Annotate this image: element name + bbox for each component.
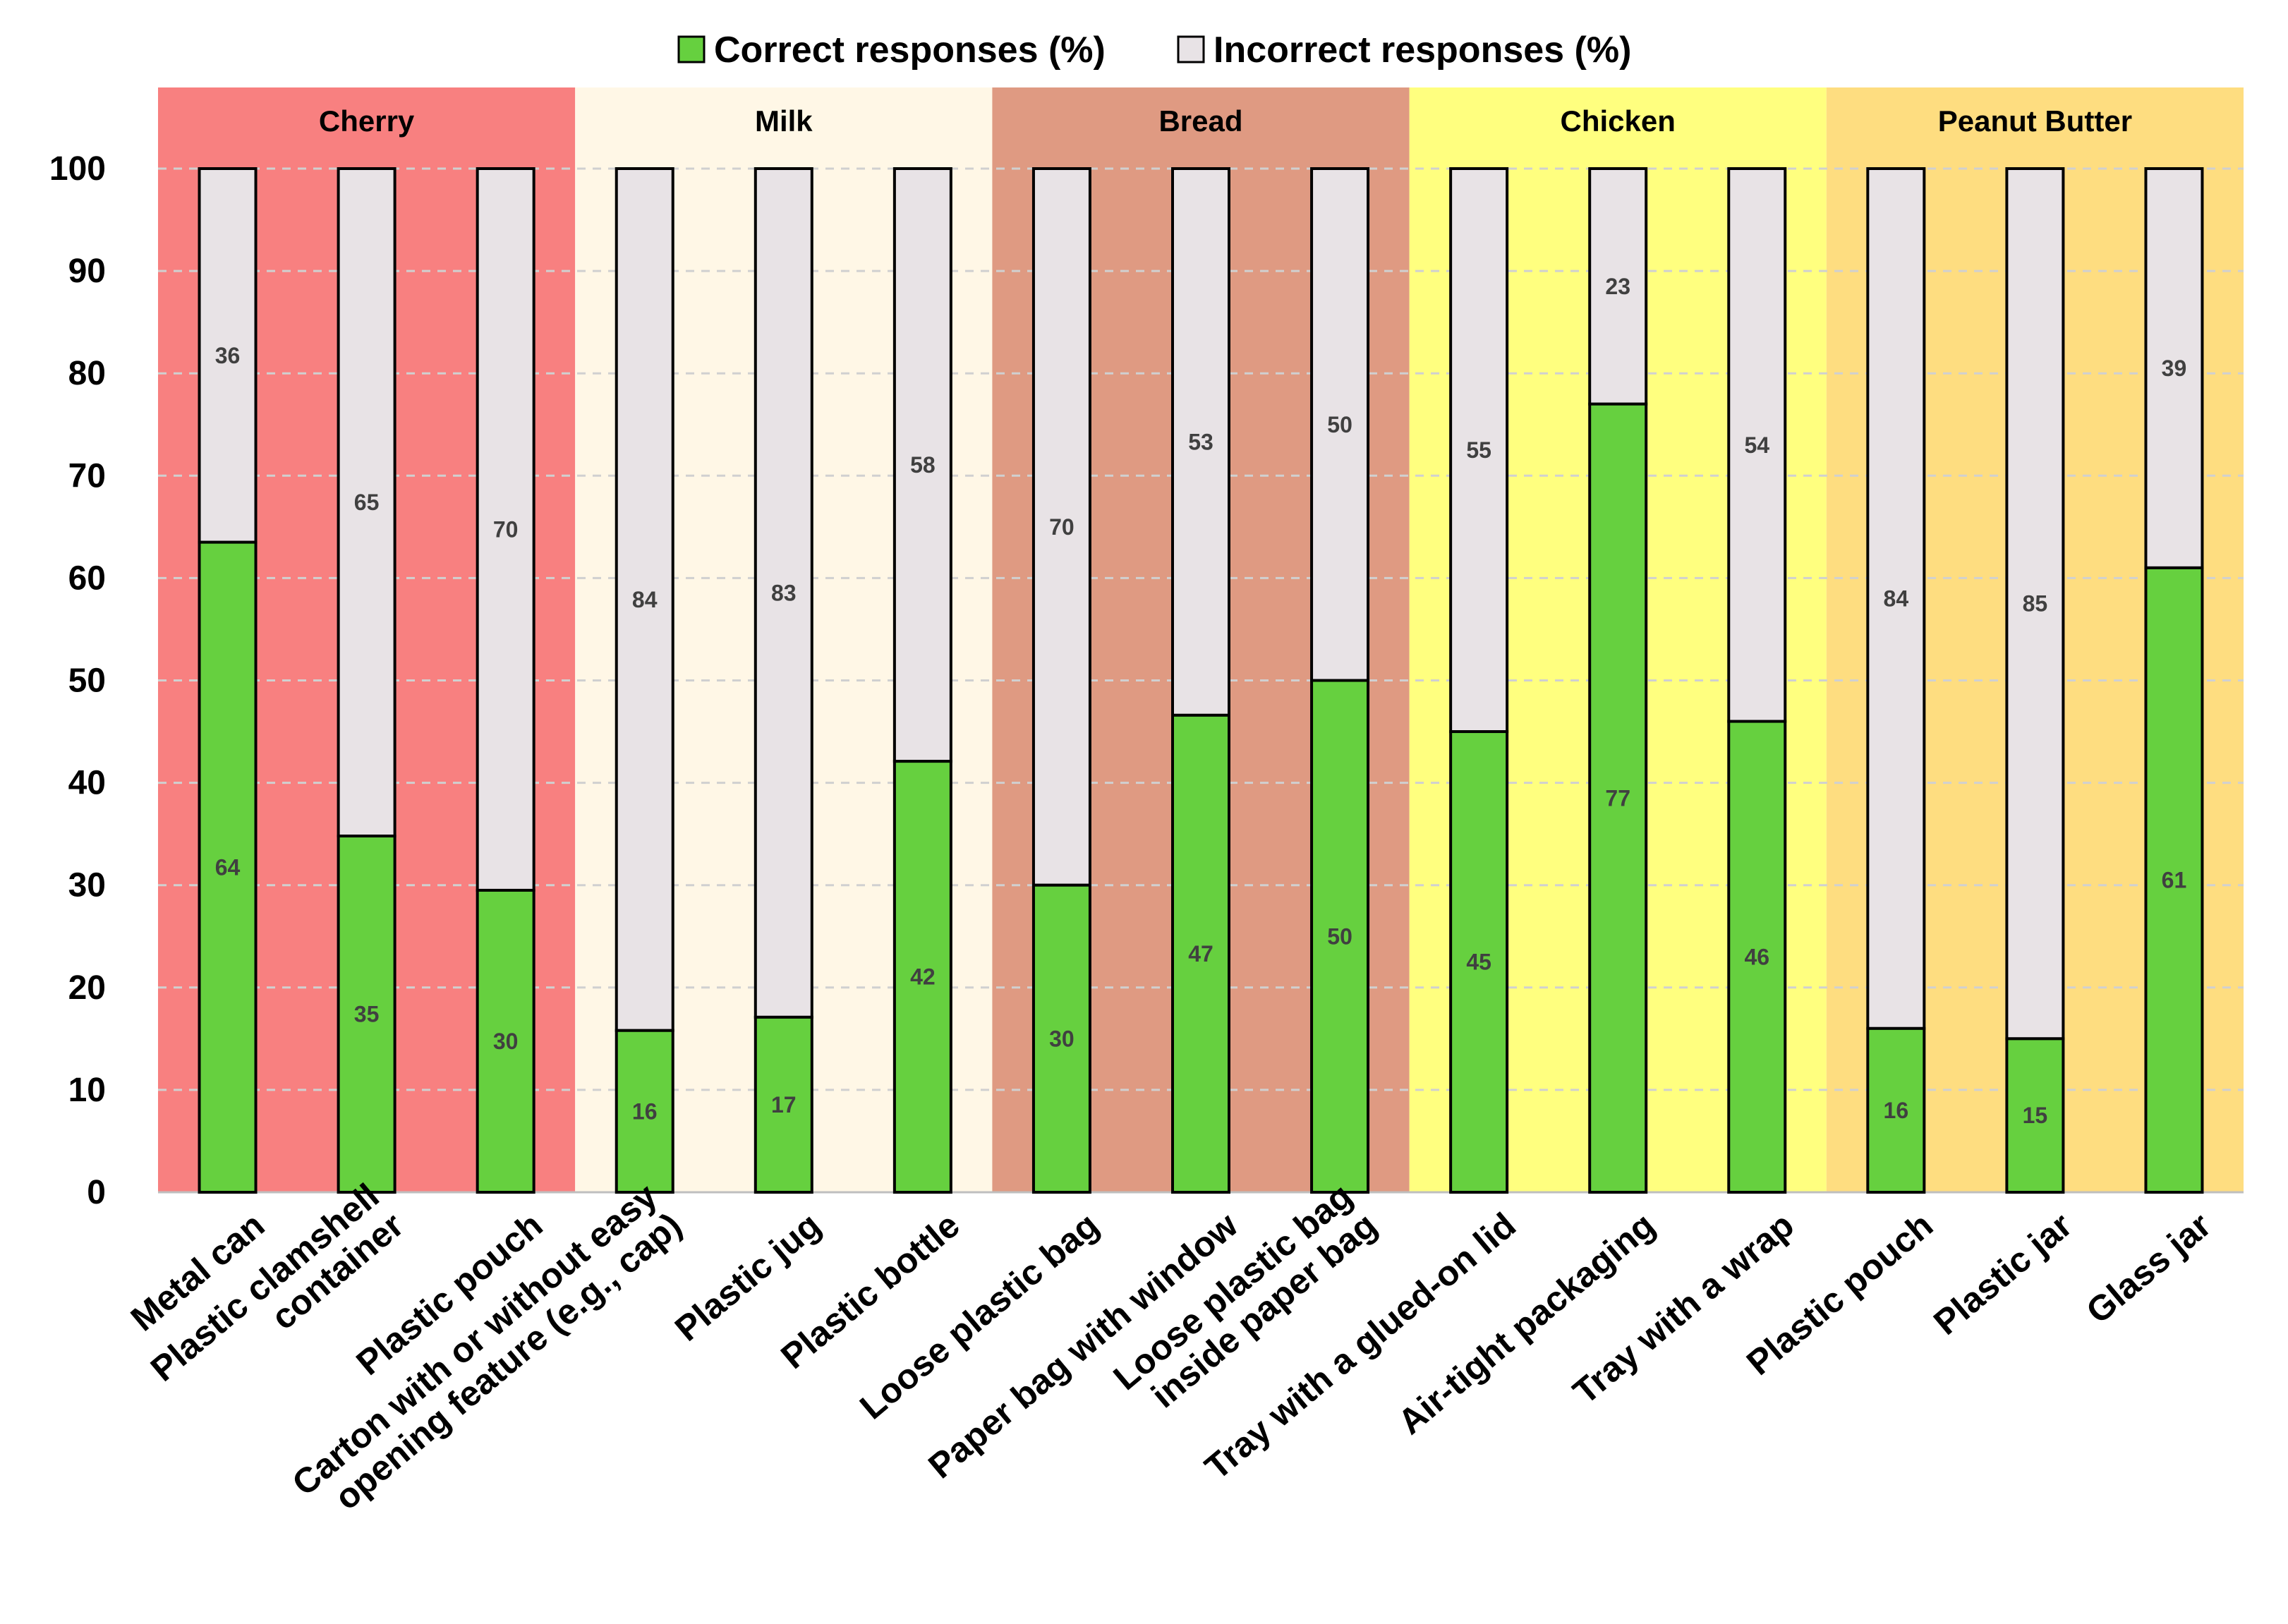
value-label-correct: 30 <box>493 1029 519 1054</box>
value-label-incorrect: 23 <box>1605 274 1630 299</box>
group-label-3: Chicken <box>1561 104 1676 138</box>
y-tick-label: 30 <box>68 867 106 904</box>
value-label-incorrect: 70 <box>493 516 519 542</box>
y-tick-label: 50 <box>68 662 106 700</box>
y-tick-label: 100 <box>49 150 106 188</box>
value-label-correct: 17 <box>771 1092 797 1117</box>
legend-label-incorrect: Incorrect responses (%) <box>1213 30 1631 71</box>
value-label-incorrect: 65 <box>354 490 380 515</box>
bar-correct <box>2144 566 2204 1194</box>
value-label-correct: 35 <box>354 1002 380 1027</box>
value-label-incorrect: 53 <box>1188 429 1213 454</box>
group-label-4: Peanut Butter <box>1938 104 2132 138</box>
y-tick-label: 40 <box>68 765 106 802</box>
x-label-13: Plastic jar <box>1926 1205 2079 1343</box>
bar-correct <box>1449 730 1509 1194</box>
bar-incorrect <box>615 167 674 1032</box>
legend: Correct responses (%) Incorrect response… <box>677 30 1631 71</box>
group-label-1: Milk <box>755 104 813 138</box>
bar-incorrect <box>198 167 258 544</box>
group-label-0: Cherry <box>319 104 415 138</box>
value-label-correct: 61 <box>2162 867 2187 892</box>
bar-correct <box>1031 883 1091 1194</box>
value-label-correct: 15 <box>2023 1103 2048 1128</box>
bar-correct <box>753 1015 813 1194</box>
x-label-14: Glass jar <box>2078 1205 2218 1331</box>
bar-correct <box>1171 713 1230 1194</box>
value-label-correct: 30 <box>1049 1026 1075 1051</box>
value-label-correct: 42 <box>910 964 936 990</box>
bar-incorrect <box>1449 167 1509 734</box>
bar-incorrect <box>1310 167 1370 682</box>
bar-incorrect <box>1727 167 1787 723</box>
bar-correct <box>1588 402 1648 1194</box>
value-label-incorrect: 58 <box>910 452 936 478</box>
bar-incorrect <box>2144 167 2204 569</box>
y-tick-label: 60 <box>68 559 106 597</box>
bars: 64 36 35 65 30 70 16 84 17 83 42 58 30 70 47 53 50 50 45 55… <box>198 167 2204 1194</box>
x-label-10: Air-tight packaging <box>1391 1205 1662 1442</box>
bar-correct <box>476 888 535 1194</box>
bar-correct <box>1310 679 1370 1194</box>
value-label-correct: 45 <box>1466 950 1491 975</box>
bar-incorrect <box>892 167 952 763</box>
x-label-6: Loose plastic bag <box>852 1205 1106 1426</box>
value-label-incorrect: 39 <box>2162 356 2187 381</box>
value-label-correct: 46 <box>1744 944 1769 969</box>
legend-swatch-incorrect <box>1177 35 1205 63</box>
bar-correct <box>1727 720 1787 1194</box>
x-tick-label: Loose plastic bag <box>852 1205 1106 1426</box>
value-label-incorrect: 84 <box>1884 586 1909 611</box>
y-tick-label: 20 <box>68 969 106 1007</box>
bar-correct <box>198 540 258 1194</box>
x-tick-label: Plastic jar <box>1926 1205 2079 1343</box>
value-label-correct: 16 <box>632 1098 658 1124</box>
group-label-2: Bread <box>1158 104 1242 138</box>
value-label-incorrect: 83 <box>771 580 797 605</box>
value-label-incorrect: 55 <box>1466 437 1491 463</box>
legend-swatch-correct <box>677 35 706 63</box>
bar-incorrect <box>1171 167 1230 717</box>
bar-correct <box>2005 1037 2065 1194</box>
value-label-incorrect: 50 <box>1327 412 1352 437</box>
value-label-correct: 77 <box>1605 785 1630 811</box>
y-tick-label: 80 <box>68 355 106 392</box>
value-label-incorrect: 54 <box>1744 432 1769 458</box>
x-tick-label: Air-tight packaging <box>1391 1205 1662 1442</box>
value-label-incorrect: 70 <box>1049 514 1075 540</box>
value-label-correct: 16 <box>1884 1098 1909 1123</box>
legend-label-correct: Correct responses (%) <box>714 30 1106 71</box>
bar-correct <box>615 1029 674 1194</box>
bar-correct <box>892 760 952 1194</box>
y-tick-label: 90 <box>68 253 106 290</box>
value-label-correct: 64 <box>215 854 241 880</box>
y-tick-label: 0 <box>87 1174 106 1211</box>
value-label-correct: 47 <box>1188 941 1213 966</box>
value-label-incorrect: 85 <box>2023 591 2048 617</box>
y-tick-label: 10 <box>68 1072 106 1109</box>
y-tick-label: 70 <box>68 457 106 495</box>
bar-correct <box>337 835 397 1194</box>
value-label-incorrect: 84 <box>632 587 658 612</box>
x-tick-label: Glass jar <box>2078 1205 2218 1331</box>
bar-correct <box>1866 1026 1926 1194</box>
value-label-incorrect: 36 <box>215 343 241 368</box>
bar-incorrect <box>1866 167 1926 1030</box>
value-label-correct: 50 <box>1327 923 1352 949</box>
